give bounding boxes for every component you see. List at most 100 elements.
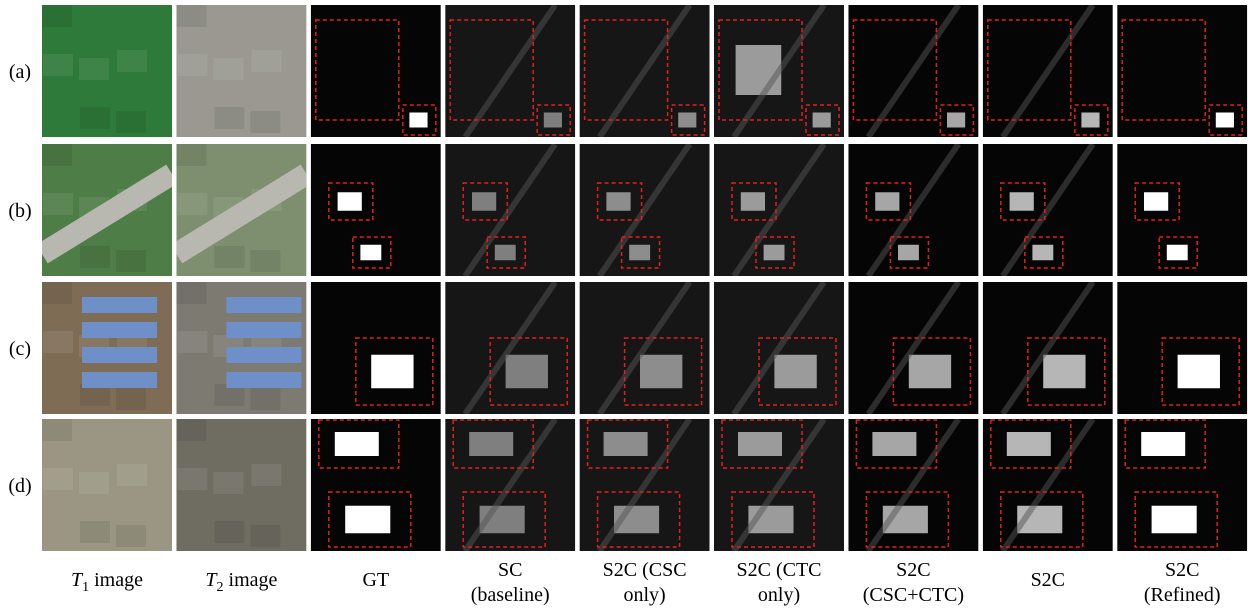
mask-bg: [311, 282, 441, 414]
photo-patch: [213, 472, 243, 494]
photo-patch: [250, 111, 280, 133]
change-blob: [1043, 355, 1085, 389]
photo-patch: [116, 388, 146, 410]
change-blob: [606, 192, 630, 211]
photo-patch: [251, 464, 281, 486]
change-blob: [1152, 506, 1197, 534]
photo-patch: [43, 331, 73, 353]
image-cell: [445, 5, 575, 137]
image-cell: [445, 419, 575, 551]
column-label: S2C (CTC: [736, 559, 821, 581]
change-blob: [604, 432, 648, 456]
image-cell: [848, 144, 978, 276]
image-cell: [42, 419, 172, 551]
photo-patch: [117, 464, 147, 486]
image-cell: [580, 144, 710, 276]
photo-patch: [177, 331, 207, 353]
image-cell: [42, 5, 172, 137]
roof: [82, 297, 157, 313]
column-label: only): [623, 584, 665, 606]
photo-patch: [250, 388, 280, 410]
change-blob: [764, 245, 785, 261]
column-label: SC: [498, 559, 522, 581]
roof: [82, 347, 157, 363]
change-blob: [1144, 192, 1168, 211]
photo-patch: [250, 250, 280, 272]
photo-patch: [80, 246, 110, 268]
change-blob: [360, 245, 381, 261]
image-cell: [714, 144, 844, 276]
change-blob: [629, 245, 650, 261]
image-cell: [983, 282, 1113, 414]
row-label: (c): [9, 338, 31, 360]
change-blob: [1141, 432, 1185, 456]
column-label: (CSC+CTC): [863, 584, 964, 606]
column-label-text: image: [229, 569, 278, 591]
image-cell: [580, 282, 710, 414]
change-blob: [544, 113, 562, 128]
change-blob: [1007, 432, 1051, 456]
column-label: GT: [362, 569, 389, 591]
photo-patch: [214, 246, 244, 268]
photo-patch: [43, 54, 73, 76]
roof: [226, 347, 301, 363]
photo-patch: [250, 525, 280, 547]
photo-patch: [213, 58, 243, 80]
photo-patch: [79, 58, 109, 80]
change-blob: [741, 192, 765, 211]
change-blob: [371, 355, 413, 389]
image-cell: [445, 144, 575, 276]
image-cell: [42, 144, 172, 276]
change-blob: [1081, 113, 1099, 128]
image-cell: [1117, 282, 1247, 414]
image-cell: [848, 5, 978, 137]
page: { "rows": ["(a)", "(b)", "(c)", "(d)"], …: [0, 0, 1248, 614]
change-blob: [875, 192, 899, 211]
change-blob: [472, 192, 496, 211]
photo-patch: [42, 144, 72, 166]
column-label: (Refined): [1144, 584, 1221, 606]
roof: [82, 322, 157, 338]
change-blob: [1178, 355, 1220, 389]
photo-patch: [116, 250, 146, 272]
change-blob: [640, 355, 682, 389]
photo-patch: [80, 521, 110, 543]
image-cell: [714, 282, 844, 414]
photo-patch: [214, 521, 244, 543]
change-blob: [678, 113, 696, 128]
image-cell: [1117, 5, 1247, 137]
photo-patch: [43, 468, 73, 490]
photo-patch: [117, 50, 147, 72]
column-label: S2C: [896, 559, 930, 581]
photo-patch: [43, 193, 73, 215]
change-blob: [338, 192, 362, 211]
photo-patch: [214, 107, 244, 129]
change-blob: [335, 432, 379, 456]
change-blob: [409, 113, 427, 128]
image-cell: [1117, 419, 1247, 551]
image-cell: [176, 5, 306, 137]
change-blob: [1032, 245, 1053, 261]
figure: (a)(b)(c)(d)T1imageT2imageGTSC(baseline)…: [0, 0, 1248, 614]
image-cell: [848, 282, 978, 414]
column-label: (baseline): [471, 584, 550, 606]
column-label: only): [758, 584, 800, 606]
change-blob: [1167, 245, 1188, 261]
photo-patch: [79, 472, 109, 494]
change-blob: [506, 355, 548, 389]
photo-patch: [176, 282, 206, 304]
photo-patch: [42, 419, 72, 441]
roof: [226, 372, 301, 388]
change-blob: [947, 113, 965, 128]
image-cell: [848, 419, 978, 551]
mask-bg: [1117, 282, 1247, 414]
change-blob: [469, 432, 513, 456]
change-blob: [1216, 113, 1234, 128]
column-label: T1image: [71, 569, 143, 595]
photo-patch: [177, 54, 207, 76]
change-blob: [495, 245, 516, 261]
roof: [226, 297, 301, 313]
image-cell: [983, 419, 1113, 551]
row-label: (a): [9, 61, 31, 83]
